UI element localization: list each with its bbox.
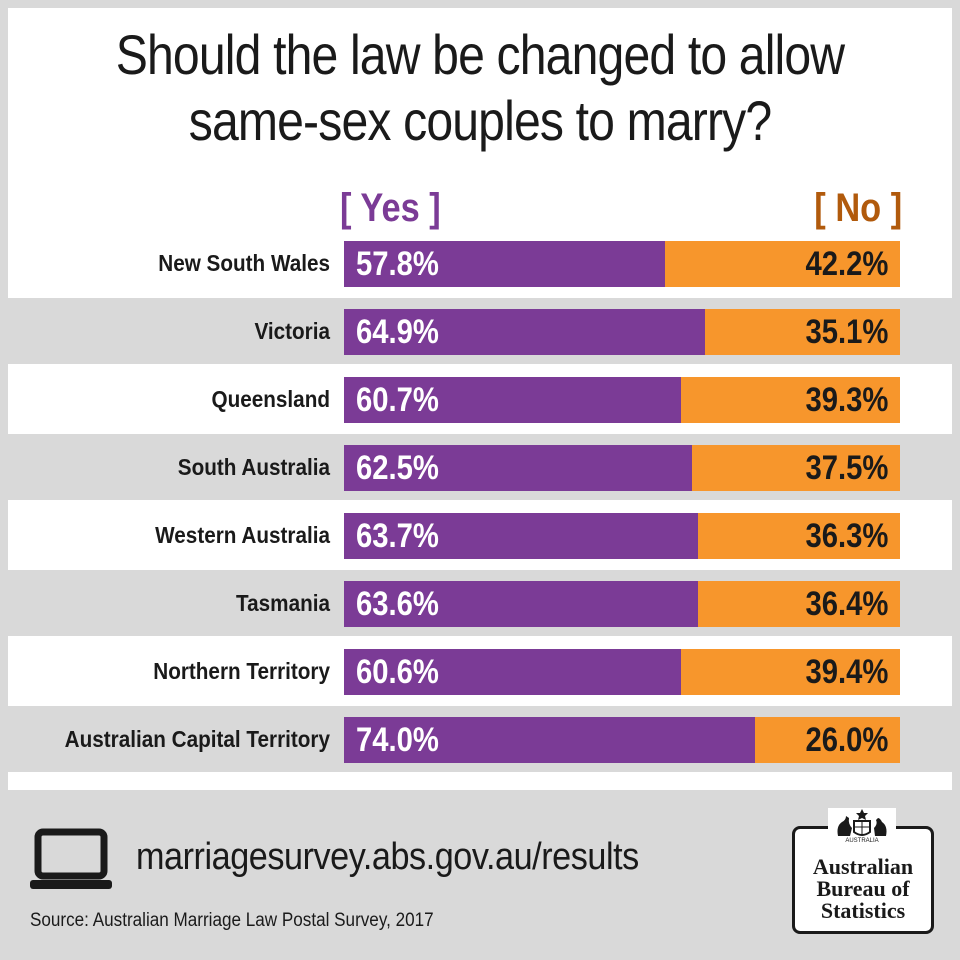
yes-value-label: 64.9% (356, 313, 439, 351)
bar-yes-segment (344, 717, 755, 763)
bar-yes-segment (344, 241, 665, 287)
category-label: South Australia (177, 454, 330, 480)
logo-line-2: Bureau of (816, 876, 910, 901)
category-label: Victoria (254, 318, 330, 344)
no-value-label: 36.4% (805, 585, 888, 623)
stacked-bar: 60.7% 39.3% (344, 377, 900, 423)
bar-no-segment (705, 309, 900, 355)
no-value-label: 26.0% (805, 721, 888, 759)
category-label: Northern Territory (153, 658, 330, 684)
category-label: Western Australia (155, 522, 330, 548)
yes-value-label: 60.7% (356, 381, 439, 419)
bar-yes-segment (344, 445, 692, 491)
no-value-label: 39.3% (805, 381, 888, 419)
bar-yes-segment (344, 377, 681, 423)
yes-value-label: 74.0% (356, 721, 439, 759)
bar-yes-segment (344, 309, 705, 355)
stacked-bar: 74.0% 26.0% (344, 717, 900, 763)
category-label: Queensland (211, 386, 330, 412)
yes-value-label: 63.6% (356, 585, 439, 623)
bar-yes-segment (344, 513, 698, 559)
stacked-bar: 57.8% 42.2% (344, 241, 900, 287)
stacked-bar: 62.5% 37.5% (344, 445, 900, 491)
bar-no-segment (698, 581, 900, 627)
yes-value-label: 63.7% (356, 517, 439, 555)
bar-yes-segment (344, 581, 698, 627)
bar-no-segment (681, 649, 900, 695)
bar-no-segment (698, 513, 900, 559)
stacked-bar: 63.7% 36.3% (344, 513, 900, 559)
category-label: New South Wales (158, 250, 330, 276)
abs-logo: AUSTRALIA Australian Bureau of Statistic… (792, 808, 934, 934)
legend-yes: [ Yes ] (340, 186, 441, 230)
stacked-bar: 63.6% 36.4% (344, 581, 900, 627)
no-value-label: 42.2% (805, 245, 888, 283)
logo-line-1: Australian (812, 854, 914, 879)
chart-title: Should the law be changed to allow same-… (115, 23, 845, 152)
no-value-label: 37.5% (805, 449, 888, 487)
coat-of-arms-icon: AUSTRALIA (828, 808, 896, 844)
bar-no-segment (681, 377, 900, 423)
abs-logo-box (792, 826, 934, 934)
source-note: Source: Australian Marriage Law Postal S… (30, 910, 434, 931)
no-value-label: 39.4% (805, 653, 888, 691)
stacked-bar: 64.9% 35.1% (344, 309, 900, 355)
no-value-label: 35.1% (805, 313, 888, 351)
laptop-icon (30, 828, 112, 889)
no-value-label: 36.3% (805, 517, 888, 555)
yes-value-label: 62.5% (356, 449, 439, 487)
crest-label: AUSTRALIA (845, 838, 878, 844)
bar-no-segment (692, 445, 900, 491)
bar-no-segment (665, 241, 900, 287)
bar-no-segment (755, 717, 900, 763)
yes-value-label: 60.6% (356, 653, 439, 691)
results-url[interactable]: marriagesurvey.abs.gov.au/results (136, 836, 639, 878)
category-label: Australian Capital Territory (64, 726, 330, 752)
logo-line-3: Statistics (820, 898, 906, 923)
yes-value-label: 57.8% (356, 245, 439, 283)
stacked-bar: 60.6% 39.4% (344, 649, 900, 695)
bar-yes-segment (344, 649, 681, 695)
legend-no: [ No ] (814, 186, 902, 230)
category-label: Tasmania (236, 590, 330, 616)
